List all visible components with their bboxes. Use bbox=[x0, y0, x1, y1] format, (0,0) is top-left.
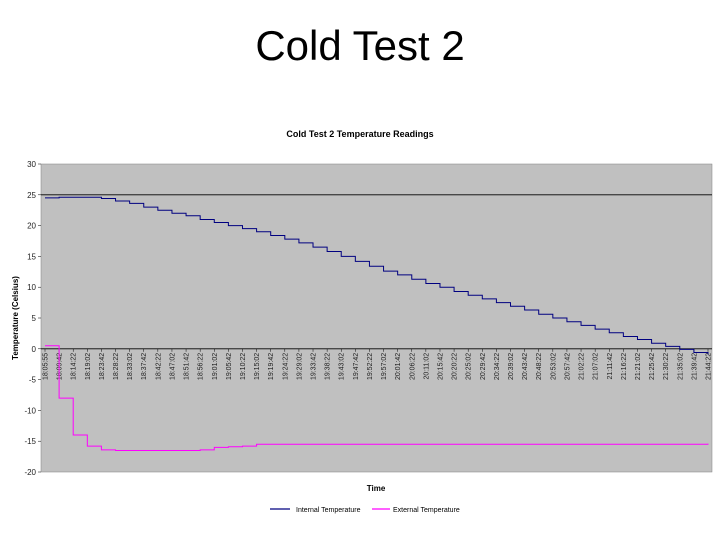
x-tick-label: 21:25:42 bbox=[649, 353, 656, 380]
x-tick-label: 20:29:42 bbox=[480, 353, 487, 380]
y-tick-label: 0 bbox=[32, 345, 37, 354]
x-tick-label: 20:15:42 bbox=[437, 353, 444, 380]
x-tick-label: 21:07:02 bbox=[593, 353, 600, 380]
x-tick-label: 21:39:42 bbox=[691, 353, 698, 380]
x-tick-label: 21:16:22 bbox=[621, 353, 628, 380]
x-tick-label: 18:37:42 bbox=[141, 353, 148, 380]
x-tick-label: 20:48:22 bbox=[536, 353, 543, 380]
x-tick-label: 19:38:22 bbox=[325, 353, 332, 380]
y-tick-label: 30 bbox=[27, 160, 36, 169]
x-tick-label: 20:57:42 bbox=[564, 353, 571, 380]
x-tick-label: 18:14:22 bbox=[71, 353, 78, 380]
x-tick-label: 20:01:42 bbox=[395, 353, 402, 380]
legend: Internal Temperature External Temperatur… bbox=[270, 507, 460, 514]
x-tick-label: 21:35:02 bbox=[677, 353, 684, 380]
x-axis-ticks: 18:05:55 18:09:42 18:14:22 18:19:02 18:23:42… bbox=[43, 348, 713, 380]
x-tick-label: 18:33:02 bbox=[127, 353, 134, 380]
x-tick-label: 19:33:42 bbox=[311, 353, 318, 380]
x-tick-label: 20:11:02 bbox=[423, 353, 430, 380]
x-tick-label: 18:28:22 bbox=[113, 353, 120, 380]
y-tick-label: 15 bbox=[27, 252, 36, 261]
y-axis-label: Temperature (Celsius) bbox=[11, 276, 20, 360]
x-tick-label: 19:24:22 bbox=[282, 353, 289, 380]
x-tick-label: 18:23:42 bbox=[99, 353, 106, 380]
y-tick-label: 25 bbox=[27, 191, 36, 200]
x-tick-label: 21:11:42 bbox=[607, 353, 614, 380]
x-tick-label: 18:09:42 bbox=[57, 353, 64, 380]
x-tick-label: 18:51:42 bbox=[184, 353, 191, 380]
x-tick-label: 19:43:02 bbox=[339, 353, 346, 380]
x-tick-label: 18:05:55 bbox=[43, 353, 50, 380]
y-tick-label: 10 bbox=[27, 283, 36, 292]
x-tick-label: 19:01:02 bbox=[212, 353, 219, 380]
x-tick-label: 18:19:02 bbox=[85, 353, 92, 380]
x-tick-label: 21:30:22 bbox=[663, 353, 670, 380]
x-tick-label: 20:39:02 bbox=[508, 353, 515, 380]
series-internal-temperature bbox=[45, 196, 709, 355]
legend-label-internal: Internal Temperature bbox=[296, 507, 361, 514]
x-tick-label: 19:05:42 bbox=[226, 353, 233, 380]
x-tick-label: 20:06:22 bbox=[409, 353, 416, 380]
y-tick-label: 5 bbox=[32, 314, 37, 323]
x-tick-label: 21:21:02 bbox=[635, 353, 642, 380]
x-tick-label: 20:20:22 bbox=[452, 353, 459, 380]
x-tick-label: 19:15:02 bbox=[254, 353, 261, 380]
chart-title: Cold Test 2 Temperature Readings bbox=[286, 129, 433, 139]
x-tick-label: 20:43:42 bbox=[522, 353, 529, 380]
x-tick-label: 19:57:02 bbox=[381, 353, 388, 380]
x-axis-label: Time bbox=[367, 484, 386, 493]
y-axis-ticks: -20 -15 -10 -5 0 5 10 15 20 25 30 bbox=[24, 160, 41, 477]
x-tick-label: 19:52:22 bbox=[367, 353, 374, 380]
y-tick-label: -20 bbox=[24, 468, 36, 477]
x-tick-label: 20:25:02 bbox=[466, 353, 473, 380]
x-tick-label: 21:44:22 bbox=[706, 353, 713, 380]
slide-title: Cold Test 2 bbox=[255, 22, 465, 69]
x-tick-label: 19:19:42 bbox=[268, 353, 275, 380]
x-tick-label: 19:29:02 bbox=[296, 353, 303, 380]
x-tick-label: 19:10:22 bbox=[240, 353, 247, 380]
y-tick-label: -15 bbox=[24, 437, 36, 446]
plot-area bbox=[40, 163, 713, 473]
legend-label-external: External Temperature bbox=[393, 507, 460, 514]
x-tick-label: 21:02:22 bbox=[579, 353, 586, 380]
x-tick-label: 18:56:22 bbox=[198, 353, 205, 380]
y-tick-label: 20 bbox=[27, 222, 36, 231]
series-external-temperature bbox=[45, 345, 709, 451]
y-tick-label: -5 bbox=[29, 376, 37, 385]
y-tick-label: -10 bbox=[24, 406, 36, 415]
x-tick-label: 20:34:22 bbox=[494, 353, 501, 380]
x-tick-label: 18:47:02 bbox=[169, 353, 176, 380]
x-tick-label: 20:53:02 bbox=[550, 353, 557, 380]
x-tick-label: 18:42:22 bbox=[155, 353, 162, 380]
x-tick-label: 19:47:42 bbox=[353, 353, 360, 380]
